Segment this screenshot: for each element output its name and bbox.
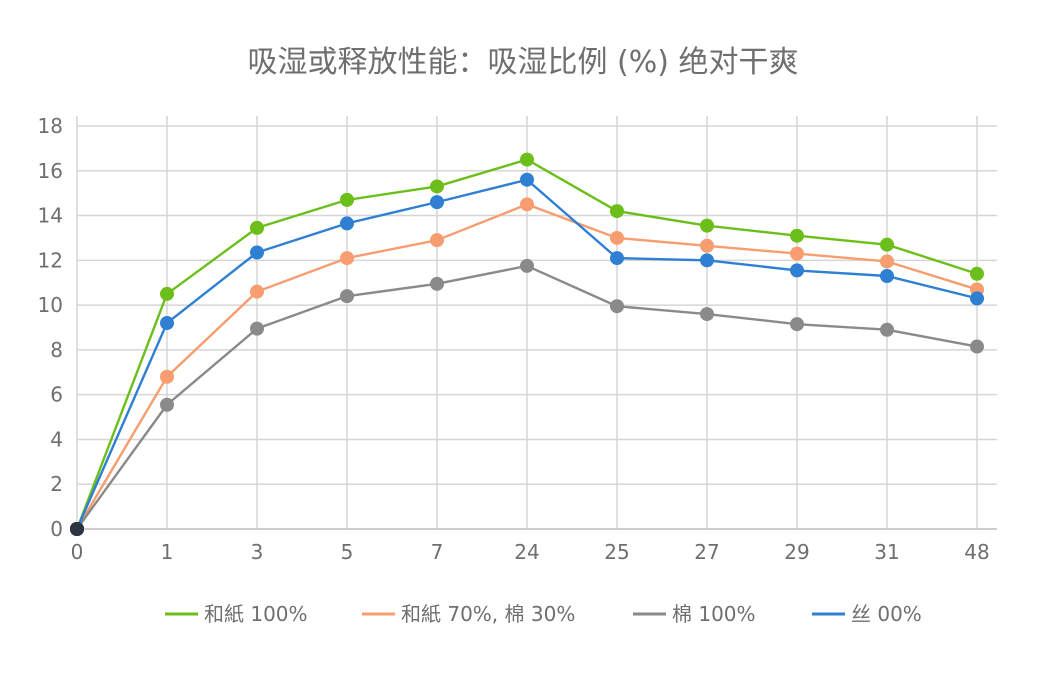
data-point xyxy=(160,286,174,301)
data-point xyxy=(160,397,174,412)
data-point xyxy=(700,238,714,253)
y-tick-label: 6 xyxy=(50,383,63,407)
data-point xyxy=(250,220,264,235)
data-point xyxy=(970,266,984,281)
x-tick-label: 25 xyxy=(604,540,629,564)
grid-layer xyxy=(76,116,997,529)
x-tick-label: 31 xyxy=(874,540,899,564)
data-point xyxy=(70,522,84,536)
chart-title: 吸湿或释放性能：吸湿比例 (%) 绝对干爽 xyxy=(248,45,799,80)
data-point xyxy=(790,228,804,243)
data-point xyxy=(610,204,624,219)
y-tick-label: 16 xyxy=(38,159,63,183)
y-tick-label: 18 xyxy=(38,114,63,138)
data-point xyxy=(700,307,714,322)
data-point xyxy=(880,237,894,252)
x-tick-label: 7 xyxy=(431,540,444,564)
x-tick-label: 3 xyxy=(251,540,264,564)
x-tick-label: 1 xyxy=(161,540,174,564)
y-tick-label: 10 xyxy=(38,293,63,317)
data-point xyxy=(430,276,444,291)
data-point xyxy=(970,339,984,354)
legend-item: 棉 100% xyxy=(633,602,756,626)
data-point xyxy=(520,197,534,212)
legend-label: 棉 100% xyxy=(672,602,756,626)
data-point xyxy=(790,246,804,261)
data-point xyxy=(340,289,354,304)
data-point xyxy=(700,218,714,233)
data-point xyxy=(250,245,264,260)
data-point xyxy=(430,179,444,194)
data-point xyxy=(880,269,894,284)
data-point xyxy=(340,192,354,207)
data-point xyxy=(790,317,804,332)
legend-label: 和紙 100% xyxy=(204,602,308,626)
legend-item: 和紙 70%, 棉 30% xyxy=(362,602,575,626)
data-point xyxy=(700,253,714,268)
data-point xyxy=(340,216,354,231)
data-point xyxy=(430,233,444,248)
data-point xyxy=(430,195,444,210)
series-layer xyxy=(70,152,984,536)
y-tick-label: 12 xyxy=(38,248,63,272)
x-tick-label: 5 xyxy=(341,540,354,564)
data-point xyxy=(250,284,264,299)
data-point xyxy=(880,254,894,269)
data-point xyxy=(610,230,624,245)
data-point xyxy=(520,172,534,187)
x-tick-label: 27 xyxy=(694,540,719,564)
y-tick-label: 4 xyxy=(50,427,63,451)
series-4 xyxy=(70,172,984,536)
x-tick-label: 24 xyxy=(514,540,539,564)
data-point xyxy=(610,251,624,266)
data-point xyxy=(340,251,354,266)
y-tick-label: 8 xyxy=(50,338,63,362)
data-point xyxy=(250,321,264,336)
y-tick-label: 14 xyxy=(38,204,63,228)
data-point xyxy=(610,299,624,314)
data-point xyxy=(160,316,174,331)
data-point xyxy=(880,322,894,337)
data-point xyxy=(970,291,984,306)
legend-label: 和紙 70%, 棉 30% xyxy=(401,602,575,626)
x-tick-label: 48 xyxy=(964,540,989,564)
y-tick-label: 2 xyxy=(50,472,63,496)
data-point xyxy=(520,152,534,167)
legend-label: 丝 00% xyxy=(851,602,922,626)
x-tick-label: 29 xyxy=(784,540,809,564)
legend: 和紙 100% 和紙 70%, 棉 30% 棉 100% 丝 00% xyxy=(165,602,922,626)
data-point xyxy=(790,263,804,278)
data-point xyxy=(520,258,534,273)
x-tick-label: 0 xyxy=(71,540,84,564)
data-point xyxy=(160,369,174,384)
legend-item: 和紙 100% xyxy=(165,602,308,626)
y-tick-label: 0 xyxy=(50,517,63,541)
legend-item: 丝 00% xyxy=(812,602,922,626)
